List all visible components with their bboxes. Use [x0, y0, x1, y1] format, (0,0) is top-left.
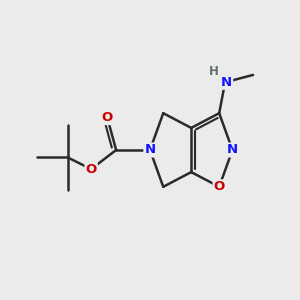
Text: H: H	[209, 64, 219, 78]
Text: N: N	[221, 76, 232, 89]
Text: N: N	[144, 143, 156, 157]
Text: O: O	[102, 111, 113, 124]
Text: O: O	[85, 163, 97, 176]
Text: O: O	[214, 180, 225, 193]
Text: N: N	[227, 143, 238, 157]
